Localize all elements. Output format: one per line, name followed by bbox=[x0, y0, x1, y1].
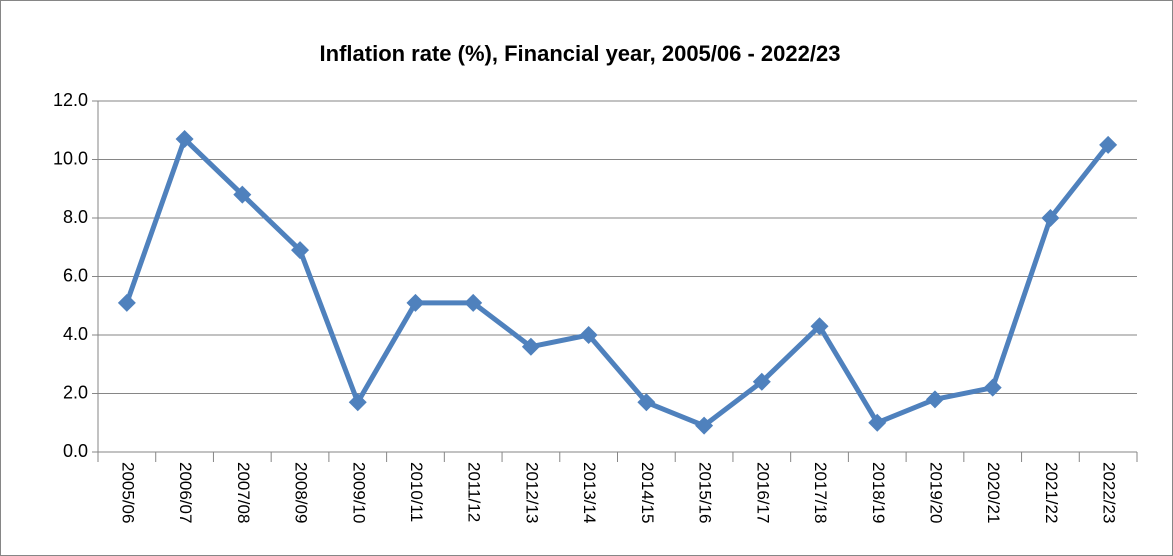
marker bbox=[810, 317, 829, 336]
marker bbox=[752, 372, 771, 391]
x-tick-label: 2015/16 bbox=[696, 462, 715, 523]
x-tick-label: 2008/09 bbox=[292, 462, 311, 523]
y-tick-label: 2.0 bbox=[63, 382, 88, 402]
x-tick-label: 2009/10 bbox=[349, 462, 368, 523]
x-tick-label: 2014/15 bbox=[638, 462, 657, 523]
marker bbox=[695, 416, 714, 435]
marker bbox=[291, 241, 310, 260]
marker bbox=[868, 413, 887, 432]
x-tick-label: 2018/19 bbox=[869, 462, 888, 523]
marker bbox=[117, 293, 136, 312]
chart-title: Inflation rate (%), Financial year, 2005… bbox=[320, 41, 841, 66]
marker bbox=[348, 393, 367, 412]
x-tick-label: 2005/06 bbox=[118, 462, 137, 523]
marker bbox=[175, 130, 194, 149]
y-tick-label: 12.0 bbox=[53, 90, 88, 110]
x-tick-label: 2011/12 bbox=[465, 462, 484, 522]
y-tick-label: 4.0 bbox=[63, 324, 88, 344]
marker bbox=[983, 378, 1002, 397]
series-line bbox=[124, 136, 1111, 429]
marker bbox=[521, 337, 540, 356]
x-tick-label: 2007/08 bbox=[234, 462, 253, 523]
x-tick-label: 2010/11 bbox=[407, 462, 426, 522]
x-tick-label: 2013/14 bbox=[580, 462, 599, 523]
marker bbox=[637, 393, 656, 412]
x-tick-label: 2006/07 bbox=[176, 462, 195, 523]
y-tick-label: 10.0 bbox=[53, 148, 88, 168]
x-tick-label: 2021/22 bbox=[1042, 462, 1061, 523]
y-tick-label: 8.0 bbox=[63, 207, 88, 227]
marker bbox=[406, 293, 425, 312]
marker bbox=[579, 326, 598, 344]
marker bbox=[233, 185, 252, 204]
x-tick-label: 2012/13 bbox=[522, 462, 541, 523]
y-tick-label: 6.0 bbox=[63, 265, 88, 285]
x-tick-label: 2016/17 bbox=[753, 462, 772, 523]
x-tick-label: 2019/20 bbox=[926, 462, 945, 523]
marker bbox=[1041, 209, 1060, 227]
marker bbox=[464, 293, 483, 312]
x-tick-label: 2022/23 bbox=[1100, 462, 1119, 523]
marker bbox=[1099, 135, 1118, 154]
x-tick-label: 2020/21 bbox=[984, 462, 1003, 523]
y-tick-label: 0.0 bbox=[63, 441, 88, 461]
marker bbox=[925, 390, 944, 409]
x-tick-label: 2017/18 bbox=[811, 462, 830, 523]
